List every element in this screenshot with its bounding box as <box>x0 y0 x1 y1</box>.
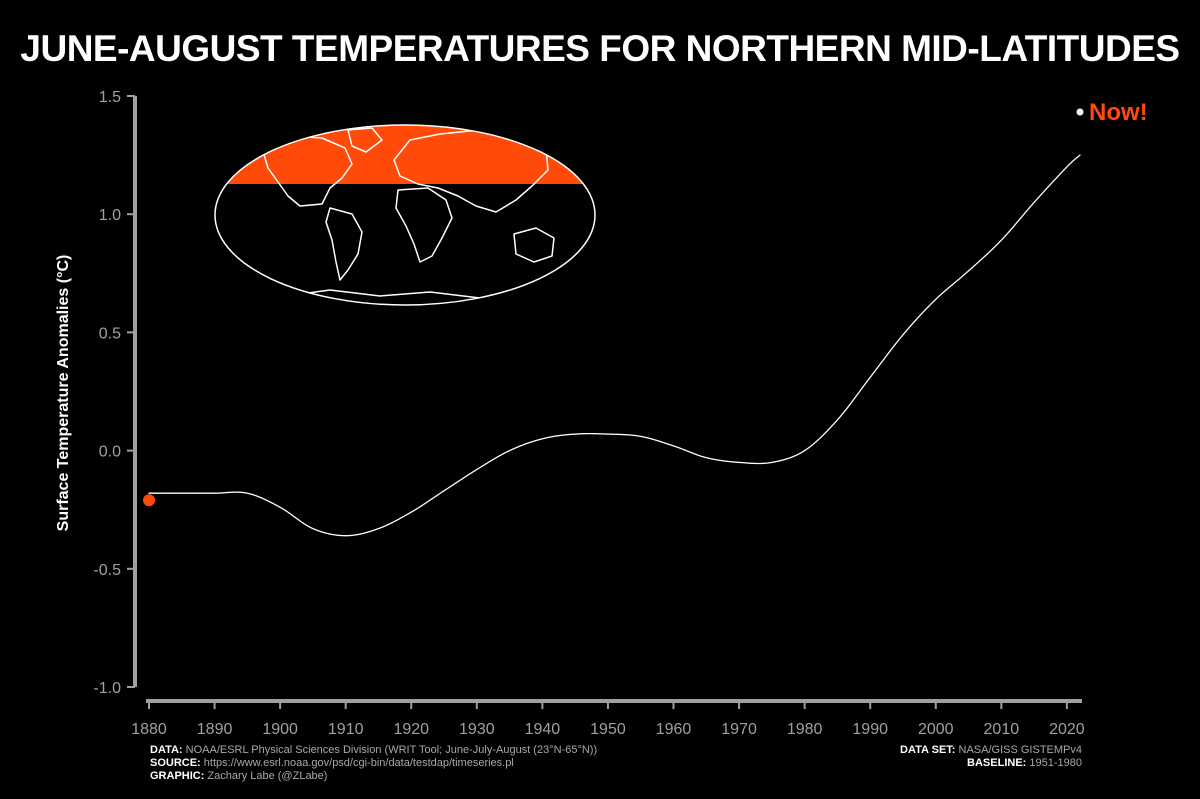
y-tick-label: 0.5 <box>99 325 121 342</box>
x-tick-label: 1920 <box>393 721 429 738</box>
inset-world-map <box>214 124 596 306</box>
footer-baseline-line: BASELINE: 1951-1980 <box>900 757 1082 770</box>
y-tick-label: 0.0 <box>99 444 121 461</box>
map-border <box>214 124 596 306</box>
x-tick-label: 1930 <box>459 721 495 738</box>
x-tick-label: 1980 <box>787 721 823 738</box>
footer-data-value: NOAA/ESRL Physical Sciences Division (WR… <box>185 744 598 756</box>
footer-data-label: DATA: <box>150 744 183 756</box>
footer-baseline-label: BASELINE: <box>967 757 1027 769</box>
greenland-outline <box>347 127 383 153</box>
footer-dataset-label: DATA SET: <box>900 744 956 756</box>
latitude-band-highlight <box>215 125 595 184</box>
y-axis-label: Surface Temperature Anomalies (°C) <box>55 255 72 532</box>
y-tick-label: -1.0 <box>93 680 121 697</box>
y-tick-label: 1.5 <box>99 89 121 106</box>
australia-outline <box>513 227 555 263</box>
footer-source-line: SOURCE: https://www.esrl.noaa.gov/psd/cg… <box>150 757 597 770</box>
x-tick-label: 1900 <box>262 721 298 738</box>
footer-dataset-line: DATA SET: NASA/GISS GISTEMPv4 <box>900 744 1082 757</box>
temperature-series-line <box>148 154 1081 537</box>
footer-data-line: DATA: NOAA/ESRL Physical Sciences Divisi… <box>150 744 597 757</box>
north-america-outline <box>261 135 353 207</box>
x-tick-label: 1890 <box>197 721 233 738</box>
footer-dataset-value: NASA/GISS GISTEMPv4 <box>958 744 1082 756</box>
y-tick-label: -0.5 <box>93 562 121 579</box>
x-tick-label: 2020 <box>1049 721 1085 738</box>
x-tick-label: 1880 <box>131 721 167 738</box>
x-tick-label: 1990 <box>852 721 888 738</box>
annotation-bullet <box>1076 108 1084 116</box>
africa-outline <box>395 187 453 263</box>
footer-source-label: SOURCE: <box>150 757 201 769</box>
eurasia-outline <box>393 129 549 213</box>
antarctica-outline <box>285 289 525 305</box>
footer-dataset-info: DATA SET: NASA/GISS GISTEMPv4 BASELINE: … <box>900 744 1082 770</box>
y-tick-label: 1.0 <box>99 207 121 224</box>
x-tick-label: 1940 <box>525 721 561 738</box>
x-ticks: 1880 1890 1900 1910 1920 1930 1940 1950 1960 1970… <box>131 701 1085 738</box>
footer-graphic-label: GRAPHIC: <box>150 770 205 782</box>
footer-credits: DATA: NOAA/ESRL Physical Sciences Divisi… <box>150 744 597 783</box>
x-tick-label: 1960 <box>656 721 692 738</box>
footer-baseline-value: 1951-1980 <box>1029 757 1082 769</box>
x-tick-label: 2000 <box>918 721 954 738</box>
x-tick-label: 1910 <box>328 721 364 738</box>
x-tick-label: 1950 <box>590 721 626 738</box>
now-annotation: Now! <box>1089 99 1148 126</box>
y-ticks: -1.0 -0.5 0.0 0.5 1.0 1.5 <box>93 89 135 697</box>
chart-title: JUNE-AUGUST TEMPERATURES FOR NORTHERN MI… <box>20 28 1180 69</box>
footer-source-value: https://www.esrl.noaa.gov/psd/cgi-bin/da… <box>203 757 514 769</box>
x-tick-label: 1970 <box>721 721 757 738</box>
highlight-point <box>143 494 155 507</box>
footer-graphic-line: GRAPHIC: Zachary Labe (@ZLabe) <box>150 770 597 783</box>
footer-graphic-value: Zachary Labe (@ZLabe) <box>207 770 328 782</box>
south-america-outline <box>325 207 363 281</box>
x-tick-label: 2010 <box>984 721 1020 738</box>
